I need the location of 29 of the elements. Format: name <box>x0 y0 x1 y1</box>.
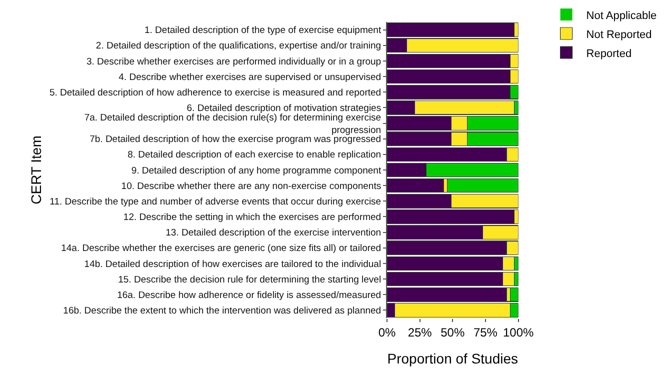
y-tick-label: 10. Describe whether there are any non-exercise components <box>121 180 382 192</box>
legend-label: Reported <box>586 48 632 60</box>
y-tick-label: 7b. Detailed description of how the exercise program was progressed <box>90 134 382 146</box>
x-tick-label: 100% <box>502 325 534 340</box>
y-tick-label: 14b. Detailed description of how exercises are tailored to the individual <box>84 258 382 270</box>
x-tick-label: 25% <box>408 325 432 340</box>
y-tick-label: 8. Detailed description of each exercise to enable replication <box>128 150 382 161</box>
y-tick-label: 1. Detailed description of the type of exercise equipment <box>144 25 382 36</box>
legend-label: Not Reported <box>586 28 652 41</box>
x-tick-label: 50% <box>440 325 465 340</box>
y-tick-label: 6. Detailed description of motivation strategies <box>186 103 382 114</box>
x-axis-title: Proportion of Studies <box>387 350 518 367</box>
x-tick-label: 75% <box>473 325 498 340</box>
y-tick-label: 3. Describe whether exercises are performed individually or in a group <box>86 56 382 68</box>
y-tick-label: 14a. Describe whether the exercises are generic (one size fits all) or tailored <box>61 243 382 254</box>
y-tick-label: 15. Describe the decision rule for determining the starting level <box>118 274 382 286</box>
x-tick-label: 0% <box>378 325 396 340</box>
y-tick-label: 13. Detailed description of the exercise intervention <box>166 228 382 239</box>
y-tick-label: 16a. Describe how adherence or fidelity is assessed/measured <box>117 290 382 301</box>
y-tick-label: 5. Detailed description of how adherence to exercise is measured and reported <box>49 87 382 98</box>
legend-label: Not Applicable <box>586 10 657 22</box>
y-tick-label: 4. Describe whether exercises are supervised or unsupervised <box>118 72 382 83</box>
y-tick-label: 2. Detailed description of the qualifications, expertise and/or training <box>96 40 382 52</box>
y-tick-label: 11. Describe the type and number of adverse events that occur during exercise <box>50 196 382 208</box>
y-tick-label: 16b. Describe the extent to which the intervention was delivered as planned <box>63 306 382 317</box>
y-tick-label: 7a. Detailed description of the decision rule(s) for determining exercise progression <box>84 112 382 136</box>
y-tick-label: 9. Detailed description of any home programme component <box>131 165 382 176</box>
y-axis-title: CERT Item <box>28 136 44 204</box>
y-tick-label: 12. Describe the setting in which the exercises are performed <box>123 212 382 224</box>
